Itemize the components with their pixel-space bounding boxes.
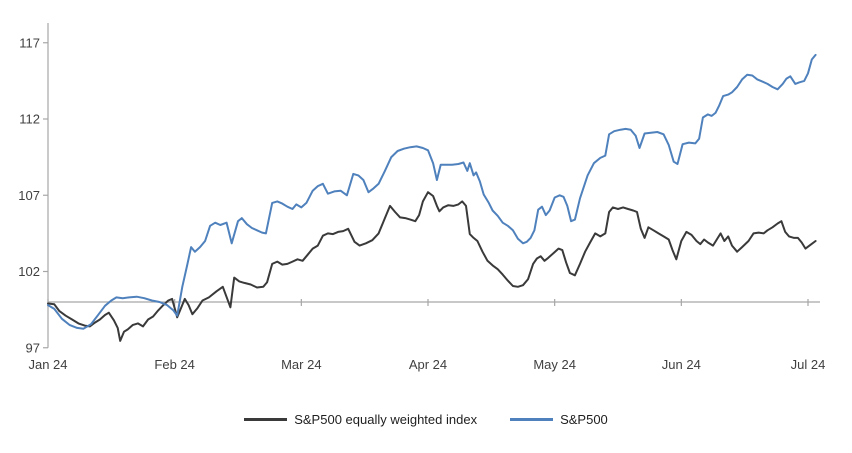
legend-swatch-sp500 [510,418,554,421]
x-axis-tick-label: Mar 24 [281,357,321,372]
x-axis-tick-label: Jan 24 [28,357,67,372]
x-axis-tick-label: Feb 24 [154,357,194,372]
y-axis-tick-label: 112 [19,112,40,127]
legend-label-sp500: S&P500 [560,412,608,427]
x-axis-tick-label: Apr 24 [409,357,447,372]
series-line-sp500 [47,53,817,330]
series-line-equal-weight [47,191,817,342]
x-axis-tick-label: May 24 [533,357,576,372]
legend-swatch-equal-weight [244,418,288,421]
chart-legend: S&P500 equally weighted index S&P500 [0,412,852,427]
y-axis-tick-label: 97 [26,340,40,355]
x-axis-tick-label: Jun 24 [662,357,701,372]
legend-item-sp500: S&P500 [510,412,608,427]
y-axis-tick-label: 107 [18,188,40,203]
legend-label-equal-weight: S&P500 equally weighted index [294,412,478,427]
y-axis-tick-label: 117 [19,35,40,50]
y-axis-tick-label: 102 [18,264,40,279]
legend-item-equal-weight: S&P500 equally weighted index [244,412,477,427]
x-axis-tick-label: Jul 24 [791,357,826,372]
